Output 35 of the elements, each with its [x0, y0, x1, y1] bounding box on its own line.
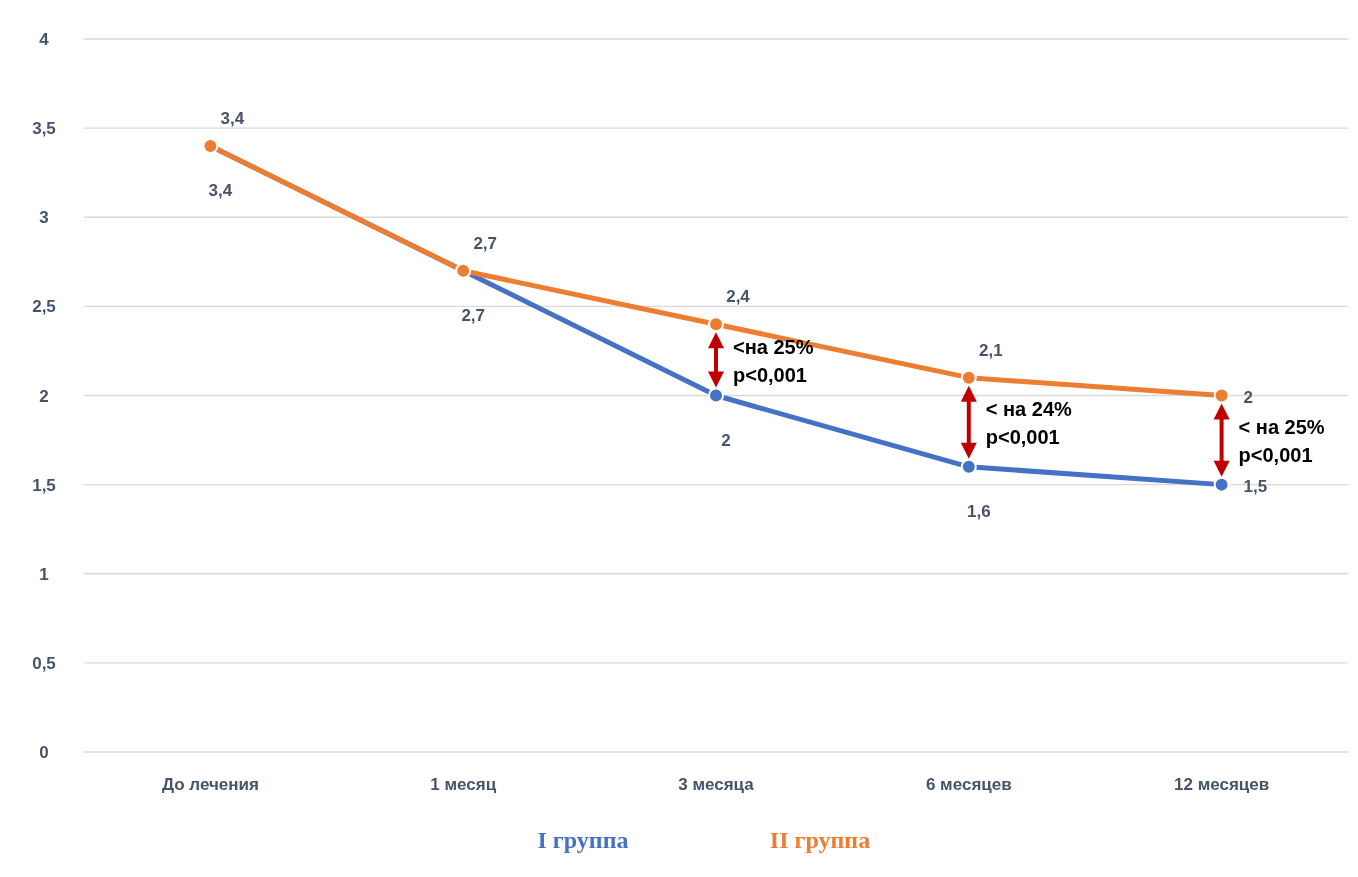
point	[960, 369, 977, 386]
data-label: 2	[1243, 387, 1254, 407]
y-tick-label: 1,5	[32, 475, 56, 495]
text: II группа	[769, 827, 871, 853]
y-tick-label: 0,5	[32, 653, 56, 673]
annotation: < на 25% p<0,001	[1238, 416, 1325, 467]
x-tick-label: 1 месяц	[430, 775, 497, 794]
data-label: 3,4	[208, 180, 233, 200]
point	[1213, 476, 1230, 493]
y-tick-label: 4	[39, 30, 50, 49]
text: I группа	[537, 827, 629, 853]
x-tick-label: 6 месяцев	[925, 775, 1012, 794]
y-tick-label: 3,5	[32, 119, 56, 139]
data-label: 1,6	[966, 501, 991, 521]
x-tick-label: 12 месяцев	[1174, 775, 1270, 794]
x-tick-label: 3 месяца	[678, 775, 755, 794]
x-tick-label: До лечения	[161, 775, 259, 794]
y-tick-label: 3	[39, 208, 49, 228]
y-tick-label: 1	[39, 564, 49, 584]
y-tick-label: 2	[39, 386, 49, 406]
data-label: 2,1	[978, 340, 1003, 360]
point	[960, 458, 977, 475]
data-label: 1,5	[1243, 476, 1268, 496]
point	[1213, 387, 1230, 404]
point	[708, 316, 724, 333]
data-label: 2,4	[726, 287, 751, 307]
point	[708, 387, 724, 404]
annotation: < на 24% p<0,001	[985, 398, 1073, 449]
y-tick-label: 2,5	[32, 297, 56, 317]
data-label: 2,7	[461, 305, 486, 325]
data-label: 2	[721, 430, 731, 450]
y-tick-label: 0	[39, 743, 49, 762]
annotation: <на 25% p<0,001	[733, 335, 814, 386]
data-label: 3,4	[220, 108, 245, 128]
data-label: 2,7	[473, 233, 498, 253]
